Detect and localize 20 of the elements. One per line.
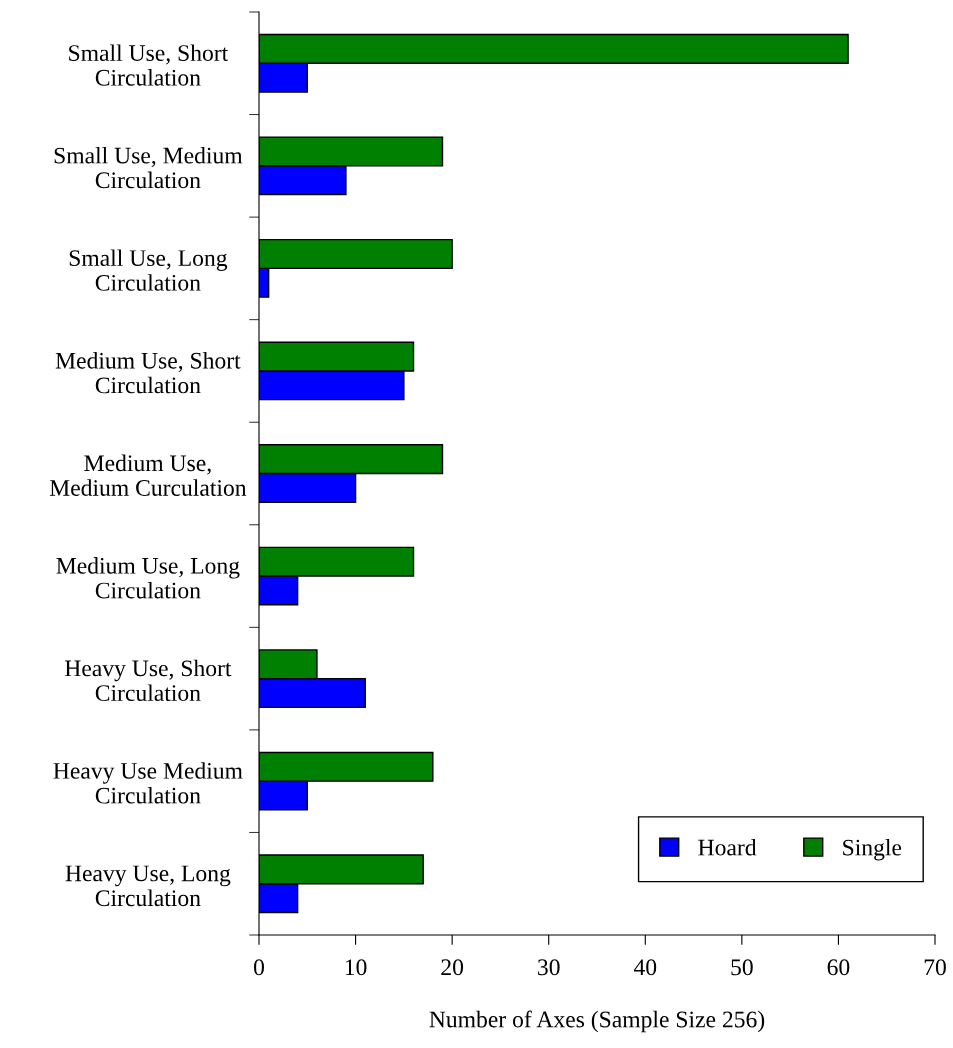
y-tick-label: Heavy Use, Short Circulation: [64, 659, 232, 702]
x-tick-label: 60: [827, 959, 850, 976]
y-tick-label: Small Use, Medium Circulation: [54, 146, 243, 189]
y-tick-label: Medium Use, Long Circulation: [56, 557, 240, 599]
x-tick-label: 20: [441, 959, 464, 976]
y-tick-label: Heavy Use Medium Circulation: [53, 762, 243, 804]
x-axis-title: Number of Axes (Sample Size 256): [429, 1010, 765, 1033]
x-tick-label: 50: [731, 959, 753, 976]
y-tick-label: Small Use, Short Circulation: [69, 44, 229, 86]
y-tick-label: Heavy Use, Long Circulation: [65, 865, 231, 907]
y-tick-label: Small Use, Long Circulation: [69, 249, 228, 291]
x-tick-label: 70: [924, 959, 946, 976]
y-tick-label: Medium Use, Short Circulation: [55, 352, 241, 394]
x-tick-label: 30: [538, 959, 560, 976]
legend-label: Hoard: [698, 838, 757, 856]
x-tick-label: 0: [254, 959, 264, 976]
x-tick-label: 10: [345, 959, 367, 976]
y-tick-label: Medium Use, Medium Curculation: [49, 454, 247, 496]
legend-label: Single: [843, 838, 902, 861]
x-tick-label: 40: [633, 959, 657, 976]
